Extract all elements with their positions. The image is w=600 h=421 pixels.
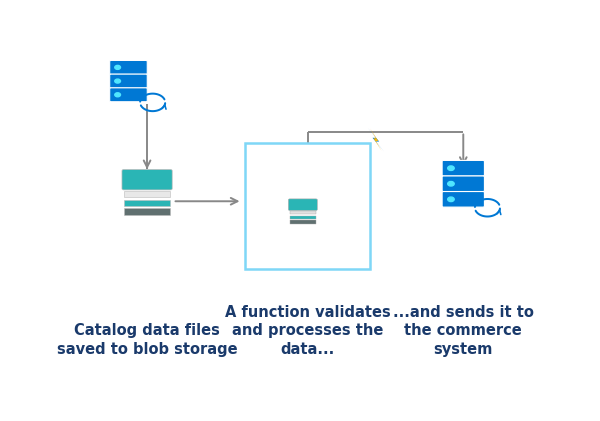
Bar	[290, 216, 316, 219]
FancyBboxPatch shape	[442, 160, 484, 176]
Text: ...and sends it to
the commerce
system: ...and sends it to the commerce system	[393, 305, 534, 357]
Circle shape	[115, 93, 121, 97]
FancyBboxPatch shape	[442, 192, 484, 207]
FancyBboxPatch shape	[289, 199, 317, 210]
Circle shape	[115, 65, 121, 69]
Circle shape	[448, 197, 454, 202]
Circle shape	[448, 166, 454, 171]
Text: Catalog data files
saved to blob storage: Catalog data files saved to blob storage	[57, 323, 238, 357]
FancyBboxPatch shape	[122, 170, 172, 190]
Bar	[290, 211, 316, 214]
Polygon shape	[370, 128, 382, 151]
FancyBboxPatch shape	[110, 61, 147, 75]
Bar	[124, 191, 170, 197]
Bar	[290, 220, 316, 224]
FancyBboxPatch shape	[110, 88, 147, 102]
Circle shape	[115, 79, 121, 83]
FancyBboxPatch shape	[245, 143, 370, 269]
FancyBboxPatch shape	[442, 176, 484, 192]
Circle shape	[448, 181, 454, 186]
Text: A function validates
and processes the
data...: A function validates and processes the d…	[224, 305, 391, 357]
Bar	[124, 200, 170, 206]
FancyBboxPatch shape	[110, 74, 147, 88]
Bar	[124, 208, 170, 215]
Polygon shape	[367, 128, 384, 152]
